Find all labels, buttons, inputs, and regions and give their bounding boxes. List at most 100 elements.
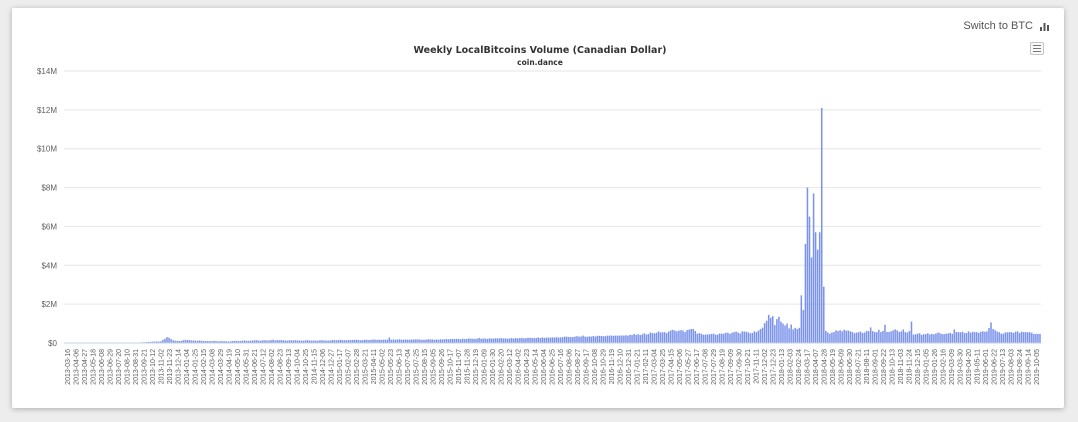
bar	[765, 320, 768, 343]
x-tick-label: 2019-10-05	[1034, 349, 1041, 385]
bar	[900, 331, 903, 343]
bar	[763, 323, 766, 343]
bar	[818, 232, 821, 343]
bar	[476, 338, 478, 343]
x-tick-label: 2016-02-20	[499, 349, 506, 385]
x-tick-label: 2015-06-13	[397, 349, 404, 385]
x-tick-label: 2013-08-10	[125, 349, 132, 385]
bar	[876, 332, 878, 343]
bar	[643, 333, 646, 343]
x-tick-label: 2013-10-12	[150, 349, 157, 385]
bar	[782, 323, 784, 343]
bar	[566, 336, 568, 343]
bar	[920, 334, 923, 343]
bar	[580, 336, 582, 343]
bar	[525, 338, 527, 343]
bar	[594, 336, 597, 343]
bar	[474, 338, 476, 343]
bar	[863, 332, 866, 343]
bar	[998, 332, 1000, 343]
bar	[637, 334, 639, 343]
x-tick-label: 2014-06-21	[252, 349, 259, 385]
bar	[933, 334, 935, 343]
hamburger-menu-icon	[1033, 45, 1041, 46]
bar	[1004, 332, 1007, 343]
bar	[364, 339, 366, 343]
bar	[429, 339, 431, 343]
x-tick-label: 2018-10-13	[889, 349, 896, 385]
x-tick-label: 2017-01-21	[634, 349, 641, 385]
bar	[484, 338, 486, 343]
bar	[553, 337, 556, 343]
bar	[541, 337, 544, 343]
bar	[957, 332, 960, 343]
bar	[213, 340, 215, 343]
bar	[190, 340, 193, 343]
bar	[188, 340, 191, 343]
bar	[814, 232, 817, 343]
bar	[837, 331, 839, 343]
bar	[806, 187, 809, 343]
bar	[174, 340, 176, 343]
x-tick-label: 2017-12-02	[762, 349, 769, 385]
bar	[794, 327, 796, 343]
bar	[237, 341, 240, 343]
bar	[510, 338, 513, 343]
bar	[884, 324, 886, 343]
x-tick-label: 2016-06-04	[541, 349, 548, 385]
bar	[533, 338, 535, 343]
x-tick-label: 2016-10-08	[592, 349, 599, 385]
bar	[973, 332, 976, 343]
x-tick-label: 2015-12-19	[473, 349, 480, 385]
bar	[574, 336, 576, 343]
bar	[182, 340, 185, 343]
bar	[1014, 331, 1017, 343]
bar	[929, 334, 931, 343]
chart-menu-button[interactable]	[1030, 42, 1044, 55]
bar	[288, 340, 291, 343]
bar	[333, 340, 336, 343]
bar	[253, 340, 256, 343]
bar	[221, 341, 223, 343]
bar	[317, 340, 319, 343]
bar	[329, 340, 331, 343]
bar	[384, 339, 387, 343]
bar	[274, 340, 276, 343]
bar	[623, 335, 625, 343]
bar	[449, 339, 452, 343]
bar	[443, 339, 446, 343]
bar	[251, 340, 254, 343]
x-tick-label: 2015-11-07	[456, 349, 463, 384]
bar	[406, 339, 409, 343]
x-tick-label: 2014-05-10	[235, 349, 242, 385]
bar	[368, 340, 370, 343]
bar	[735, 331, 737, 343]
bar	[272, 339, 274, 343]
x-tick-label: 2014-12-27	[329, 349, 336, 385]
x-tick-label: 2019-04-20	[966, 349, 973, 385]
bar	[841, 331, 843, 343]
bar	[820, 107, 823, 343]
bar	[1035, 333, 1037, 343]
bar	[886, 331, 888, 343]
x-tick-label: 2017-08-19	[719, 349, 726, 385]
bar	[353, 339, 356, 343]
bar	[453, 339, 456, 343]
bar	[284, 340, 287, 343]
x-tick-label: 2016-08-06	[566, 349, 573, 385]
bar	[441, 339, 444, 343]
bar	[651, 333, 654, 343]
bar	[888, 331, 890, 343]
x-tick-label: 2018-07-21	[855, 349, 862, 385]
y-tick-label: $6M	[41, 222, 57, 231]
bar	[217, 341, 219, 343]
bar	[749, 333, 752, 343]
bar	[149, 341, 152, 343]
bar	[767, 314, 770, 343]
switch-currency-button[interactable]: Switch to BTC	[963, 20, 1050, 32]
bar	[912, 334, 915, 343]
bar	[778, 316, 780, 343]
x-tick-label: 2017-09-30	[736, 349, 743, 385]
bar	[207, 341, 209, 343]
bar	[278, 340, 280, 343]
